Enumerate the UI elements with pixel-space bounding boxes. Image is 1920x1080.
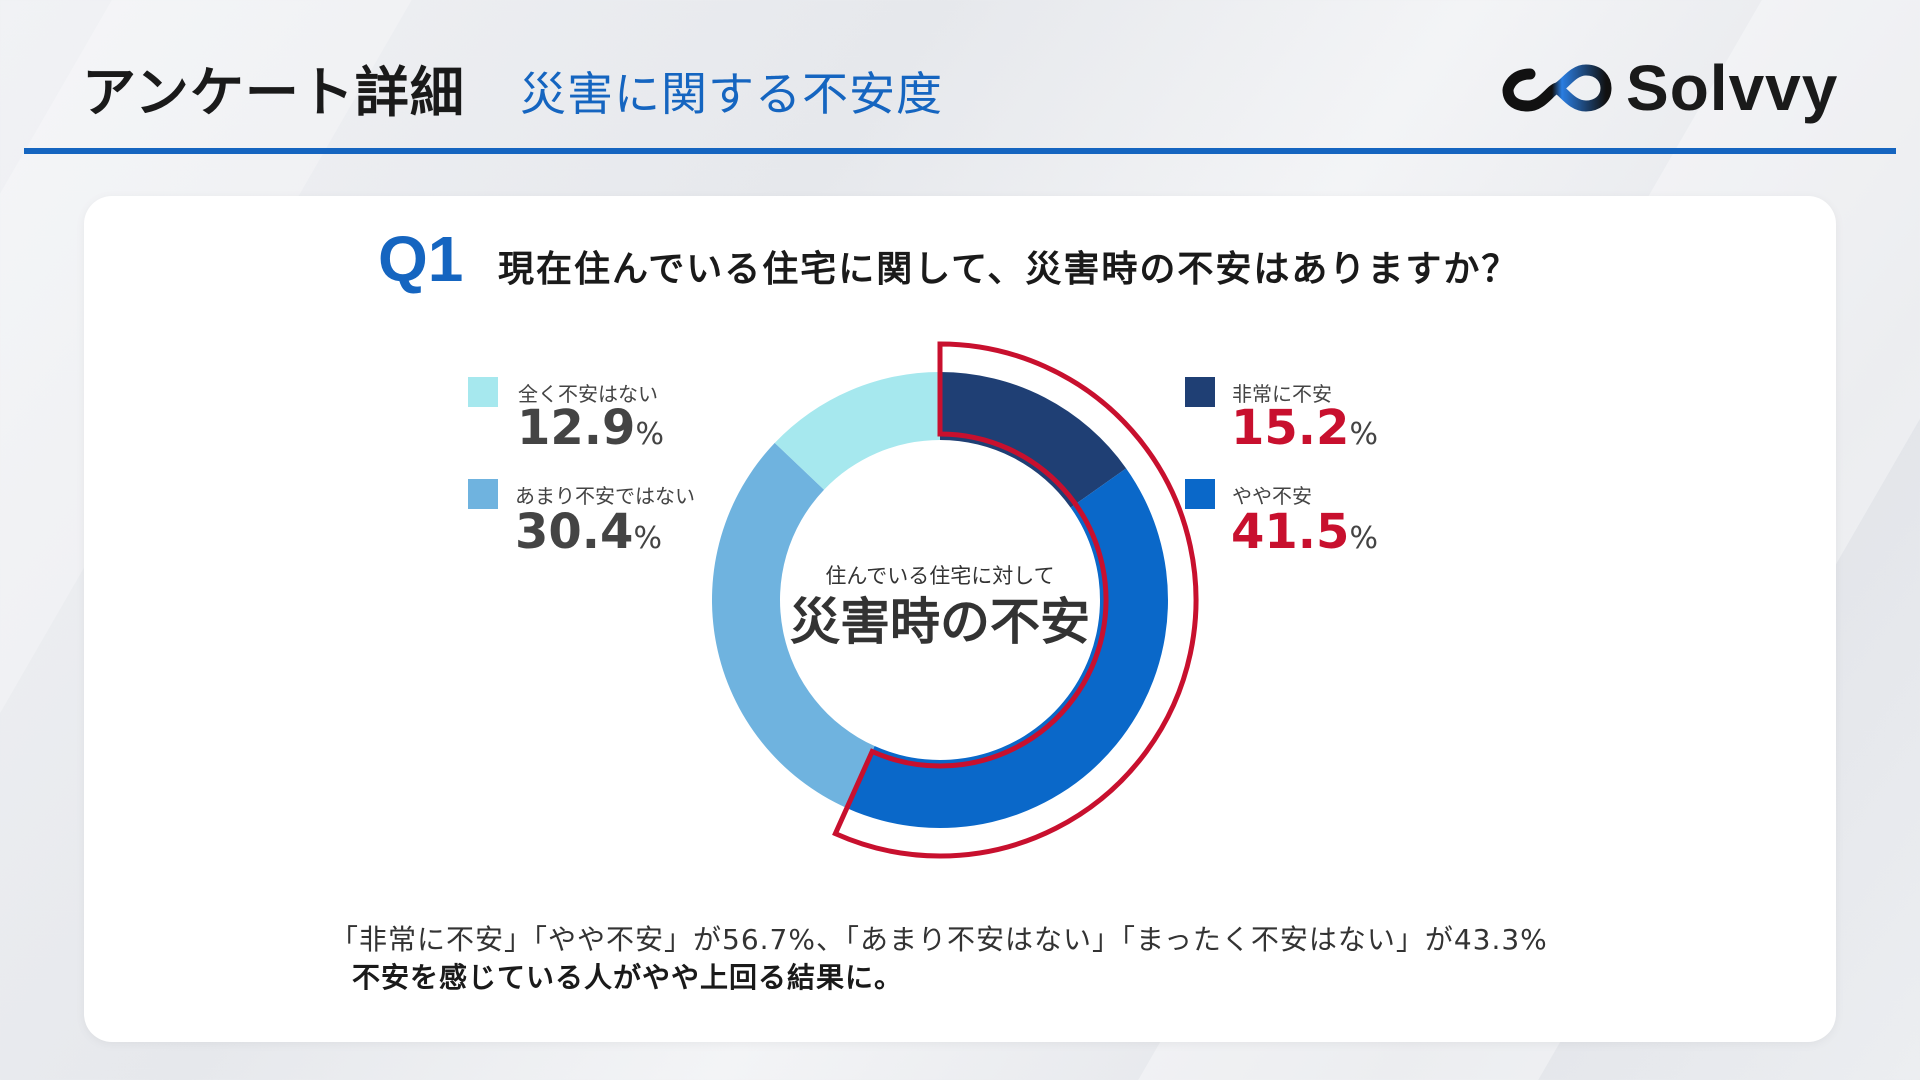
legend-label: 非常に不安 [1232,382,1332,406]
question-label: Q1 [378,223,464,295]
legend-label: やや不安 [1232,484,1312,508]
question-text: 現在住んでいる住宅に関して、災害時の不安はありますか？ [498,249,1520,290]
legend-swatch [1185,377,1215,407]
header: アンケート詳細 災害に関する不安度 Solvvy [0,0,1920,160]
logo-text: Solvvy [1626,52,1839,124]
summary-conclusion: 不安を感じている人がやや上回る結果に。 [352,961,904,994]
header-divider [24,148,1896,154]
legend-value: 30.4% [515,504,662,560]
legend-label: あまり不安ではない [515,484,695,508]
chart-center-caption: 住んでいる住宅に対して [825,564,1055,588]
page-subtitle: 災害に関する不安度 [520,67,943,121]
infinity-logo-icon [1502,64,1612,112]
legend-value: 41.5% [1231,504,1378,560]
chart-center-title: 災害時の不安 [790,593,1090,651]
legend-value: 12.9% [517,400,664,456]
legend-label: 全く不安はない [518,382,658,406]
legend-value: 15.2% [1231,400,1378,456]
legend-swatch [468,479,498,509]
page-title: アンケート詳細 [82,61,465,124]
legend-swatch [468,377,498,407]
logo: Solvvy [1502,48,1838,128]
legend-swatch [1185,479,1215,509]
summary-text: 「非常に不安」「やや不安」が56.7%、「あまり不安はない」「まったく不安はない… [330,923,1548,956]
